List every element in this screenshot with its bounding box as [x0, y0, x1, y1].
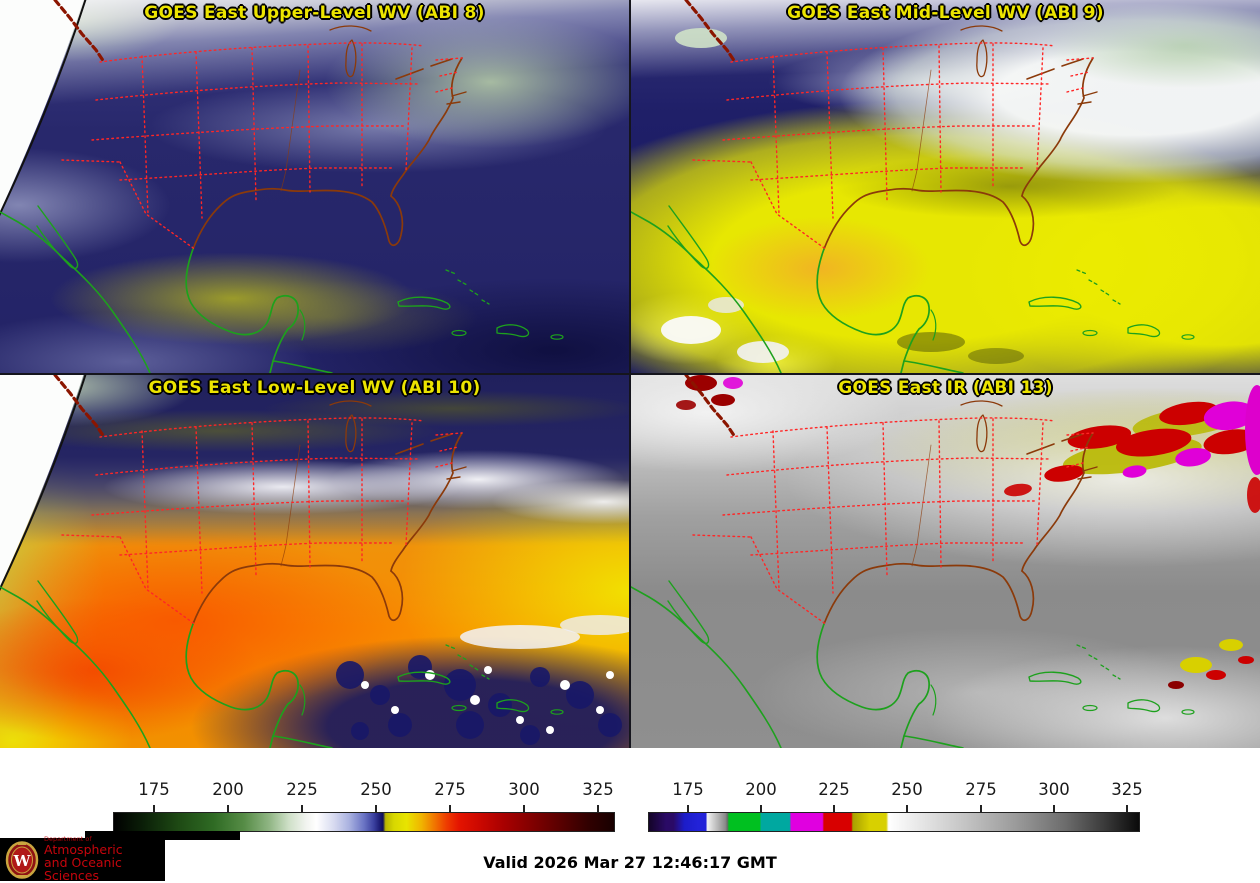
panel-title-abi13: GOES East IR (ABI 13): [838, 378, 1053, 398]
logo-dept-line: Department of: [44, 835, 92, 844]
colorbar-tick-label: 225: [286, 780, 318, 799]
wv-colorbar: [113, 812, 615, 832]
panel-upper-level-wv: GOES East Upper-Level WV (ABI 8): [0, 0, 629, 373]
logo-name-line1: Atmospheric: [44, 842, 123, 858]
valid-time-label: Valid 2026 Mar 27 12:46:17 GMT: [483, 853, 777, 872]
logo-tab: [85, 831, 240, 840]
tick-mark: [375, 805, 377, 812]
colorbar-tick-label: 250: [360, 780, 392, 799]
satellite-panel-grid: GOES East Upper-Level WV (ABI 8) GOES Ea…: [0, 0, 1260, 748]
colorbar-tick-label: 300: [508, 780, 540, 799]
colorbar-tick-label: 225: [818, 780, 850, 799]
panel-low-level-wv: GOES East Low-Level WV (ABI 10): [0, 375, 629, 748]
map-boundaries-overlay: [631, 0, 1196, 373]
panel-mid-level-wv: GOES East Mid-Level WV (ABI 9): [631, 0, 1260, 373]
ir-colorbar: [648, 812, 1140, 832]
colorbar-tick-label: 275: [965, 780, 997, 799]
ir-cold-cloud-overlay: [676, 375, 1260, 689]
tick-mark: [1053, 805, 1055, 812]
tick-mark: [980, 805, 982, 812]
tick-mark: [523, 805, 525, 812]
tick-mark: [227, 805, 229, 812]
svg-text:W: W: [13, 852, 32, 870]
tick-mark: [1126, 805, 1128, 812]
logo-name-line2: and Oceanic Sciences: [44, 855, 122, 883]
logo-text: Department of Atmospheric and Oceanic Sc…: [44, 835, 165, 883]
tick-mark: [449, 805, 451, 812]
colorbar-tick-label: 275: [434, 780, 466, 799]
tick-mark: [760, 805, 762, 812]
map-boundaries-overlay: [0, 0, 565, 373]
convection-texture-overlay: [336, 615, 629, 745]
colorbar-tick-label: 325: [1111, 780, 1143, 799]
colorbar-tick-label: 175: [672, 780, 704, 799]
uw-aos-logo: W Department of Atmospheric and Oceanic …: [0, 835, 165, 883]
uw-crest-icon: W: [5, 840, 39, 879]
tick-mark: [906, 805, 908, 812]
colorbar-tick-label: 325: [582, 780, 614, 799]
map-boundaries-overlay: [0, 375, 565, 748]
panel-ir: GOES East IR (ABI 13): [631, 375, 1260, 748]
tick-mark: [153, 805, 155, 812]
tick-mark: [301, 805, 303, 812]
colorbar-tick-label: 300: [1038, 780, 1070, 799]
panel-title-abi9: GOES East Mid-Level WV (ABI 9): [787, 3, 1104, 23]
tick-mark: [833, 805, 835, 812]
map-boundaries-overlay: [631, 375, 1196, 748]
panel-title-abi8: GOES East Upper-Level WV (ABI 8): [144, 3, 485, 23]
panel-title-abi10: GOES East Low-Level WV (ABI 10): [148, 378, 481, 398]
footer: 175 200 225 250 275 300 325 175 200 225 …: [0, 748, 1260, 883]
colorbar-tick-label: 200: [745, 780, 777, 799]
tick-mark: [687, 805, 689, 812]
colorbar-tick-label: 250: [891, 780, 923, 799]
colorbar-tick-label: 175: [138, 780, 170, 799]
tick-mark: [597, 805, 599, 812]
colorbar-tick-label: 200: [212, 780, 244, 799]
